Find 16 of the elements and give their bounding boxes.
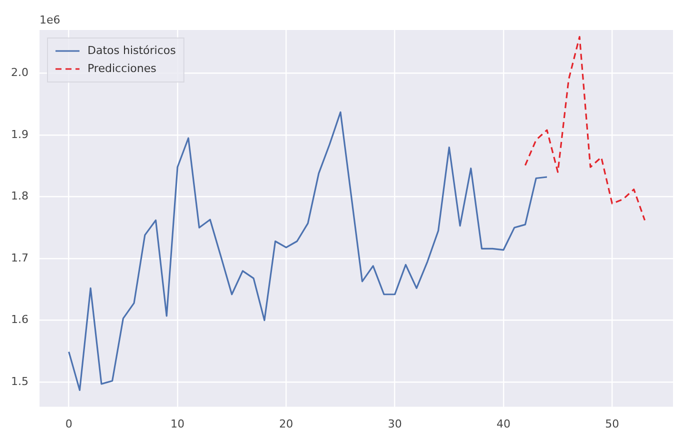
y-tick-label: 1.9: [10, 128, 28, 141]
y-tick-label: 2.0: [10, 66, 28, 80]
x-tick-label: 30: [388, 417, 402, 430]
y-tick-label: 1.6: [10, 313, 28, 326]
x-tick-label: 40: [496, 417, 510, 430]
x-tick-label: 0: [65, 417, 72, 430]
y-tick-label: 1.8: [10, 190, 28, 203]
y-tick-label: 1.7: [10, 251, 28, 264]
x-tick-label: 50: [605, 417, 620, 430]
text: 1e6: [39, 13, 60, 26]
y-tick-label: 1.5: [10, 374, 28, 388]
x-tick-label: 10: [170, 417, 184, 430]
legend-label: Predicciones: [87, 62, 157, 75]
x-tick-label: 20: [279, 417, 294, 430]
legend-label: Datos históricos: [87, 44, 176, 57]
line-series: [524, 36, 646, 222]
